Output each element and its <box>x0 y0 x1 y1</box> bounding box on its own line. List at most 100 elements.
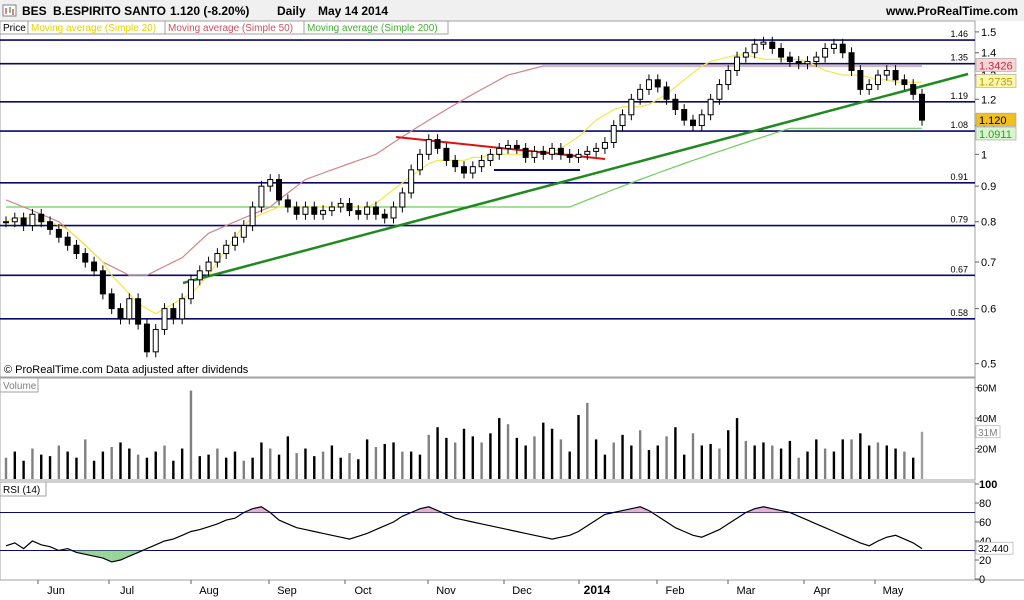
volume-bar <box>339 457 342 479</box>
volume-bar <box>40 454 43 479</box>
candle-body <box>901 79 908 86</box>
volume-bar <box>815 439 818 479</box>
candle-body <box>170 308 177 320</box>
candle-body <box>390 206 397 219</box>
candle-body <box>328 206 335 212</box>
rsi-plot <box>0 506 975 563</box>
volume-bar <box>57 445 61 479</box>
candle-body <box>601 142 608 149</box>
volume-bar <box>233 451 237 479</box>
volume-bar <box>859 433 862 479</box>
level-label: 0.79 <box>950 215 968 225</box>
volume-bar <box>66 451 69 479</box>
volume-bar <box>850 439 853 479</box>
volume-bar <box>691 433 695 479</box>
candle-body <box>135 298 142 325</box>
x-tick-label: Feb <box>666 585 685 597</box>
rsi-title: RSI (14) <box>3 485 40 496</box>
candle-body <box>478 159 485 168</box>
level-label: 0.91 <box>950 172 968 182</box>
volume-bar <box>524 445 527 479</box>
uptrend-line <box>182 72 969 285</box>
candle-body <box>29 213 36 227</box>
volume-bar <box>251 457 254 479</box>
volume-bar <box>489 433 492 479</box>
volume-bar <box>779 448 783 479</box>
candle-body <box>161 308 168 330</box>
candle-body <box>337 202 344 208</box>
price-tick-label: 1.2 <box>981 94 996 106</box>
level-label: 1.46 <box>950 29 968 39</box>
volume-bar <box>348 453 351 479</box>
volume-bar <box>418 454 422 479</box>
candle-body <box>734 56 741 72</box>
x-tick-label: 2014 <box>584 583 611 597</box>
candle-body <box>240 225 247 238</box>
volume-bar <box>357 459 360 479</box>
volume-bar <box>22 460 25 479</box>
level-label: 1.35 <box>950 53 968 63</box>
price-candles <box>3 36 925 358</box>
volume-bar <box>119 442 122 479</box>
timeframe-label: Daily <box>277 4 306 18</box>
candle-body <box>346 202 353 212</box>
volume-bar <box>136 454 140 479</box>
volume-bar <box>577 415 580 479</box>
volume-bar <box>216 448 219 479</box>
volume-bar <box>674 427 677 479</box>
volume-title: Volume <box>3 381 37 392</box>
volume-bar <box>568 451 571 479</box>
rsi-overbought-fill <box>763 506 773 513</box>
candle-body <box>505 144 512 149</box>
candle-body <box>11 217 18 223</box>
candle-body <box>187 279 194 300</box>
volume-bar <box>638 430 642 479</box>
volume-bar <box>224 457 228 479</box>
candle-body <box>108 293 115 310</box>
last-label-ma200: 1.0911 <box>979 129 1012 141</box>
candle-body <box>469 166 476 174</box>
candle-body <box>575 153 582 158</box>
legend-ma20[interactable]: Moving average (Simple 20) <box>31 23 156 34</box>
volume-bar <box>559 439 563 479</box>
candle-body <box>681 109 688 121</box>
volume-bar <box>867 445 871 479</box>
legend-ma200[interactable]: Moving average (Simple 200) <box>307 23 438 34</box>
candle-body <box>355 210 362 215</box>
legend-price[interactable]: Price <box>3 23 26 34</box>
candle-body <box>637 88 644 100</box>
x-tick-label: Mar <box>737 585 756 597</box>
volume-bar <box>313 456 316 479</box>
x-tick-label: Jun <box>47 585 65 597</box>
rsi-oversold-fill <box>111 550 121 562</box>
candle-body <box>293 206 300 215</box>
volume-bar <box>506 424 510 479</box>
candle-body <box>47 221 54 230</box>
volume-bars <box>4 390 924 479</box>
volume-bar <box>436 427 439 479</box>
site-link[interactable]: www.ProRealTime.com <box>885 4 1018 18</box>
volume-bar <box>841 439 844 479</box>
rsi-tick-label: 100 <box>979 479 997 491</box>
candle-body <box>320 210 327 215</box>
header: BES B.ESPIRITO SANTO 1.120 (-8.20%) Dail… <box>2 4 1018 18</box>
volume-bar <box>806 451 809 479</box>
candle-body <box>751 43 758 54</box>
candle-body <box>311 206 318 215</box>
rsi-overbought-fill <box>252 506 262 513</box>
volume-bar <box>498 418 501 479</box>
candle-body <box>205 261 212 272</box>
volume-bar <box>744 440 748 479</box>
candle-body <box>619 114 626 127</box>
legend-ma50[interactable]: Moving average (Simple 50) <box>168 23 293 34</box>
candle-body <box>910 84 917 95</box>
volume-bar <box>832 451 836 479</box>
volume-bar <box>788 440 792 479</box>
level-label: 1.19 <box>950 91 968 101</box>
x-tick-label: Aug <box>199 585 219 597</box>
candle-body <box>522 147 529 158</box>
volume-bar <box>903 451 906 479</box>
volume-bar <box>894 448 897 479</box>
volume-bar <box>198 456 201 479</box>
